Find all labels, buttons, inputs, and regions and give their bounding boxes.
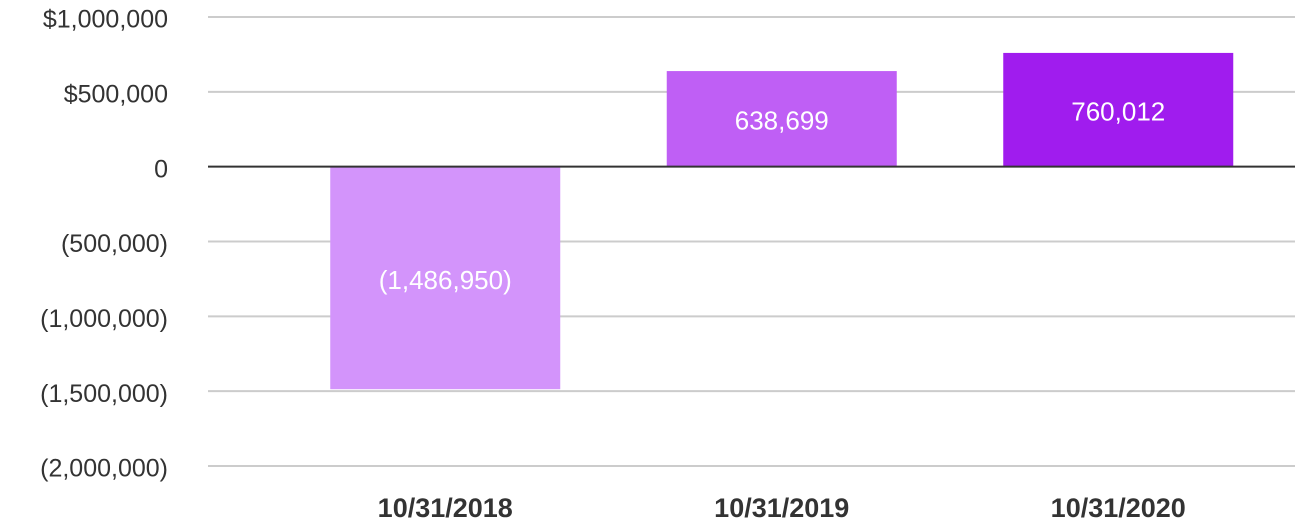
value-label: 638,699 <box>735 106 829 136</box>
y-tick-label: (2,000,000) <box>40 455 168 483</box>
x-tick-label: 10/31/2020 <box>1051 493 1186 523</box>
bar <box>330 166 561 390</box>
y-tick-label: $500,000 <box>64 80 168 108</box>
value-label: (1,486,950) <box>379 265 512 295</box>
y-tick-label: (1,000,000) <box>40 305 168 333</box>
value-label: 760,012 <box>1071 97 1165 127</box>
bar <box>666 71 897 167</box>
bar <box>1003 52 1234 167</box>
y-tick-label: $1,000,000 <box>43 6 168 34</box>
y-tick-label: (500,000) <box>61 230 168 258</box>
x-tick-label: 10/31/2018 <box>378 493 513 523</box>
x-tick-label: 10/31/2019 <box>714 493 849 523</box>
y-tick-label: 0 <box>154 155 168 183</box>
y-tick-label: (1,500,000) <box>40 380 168 408</box>
